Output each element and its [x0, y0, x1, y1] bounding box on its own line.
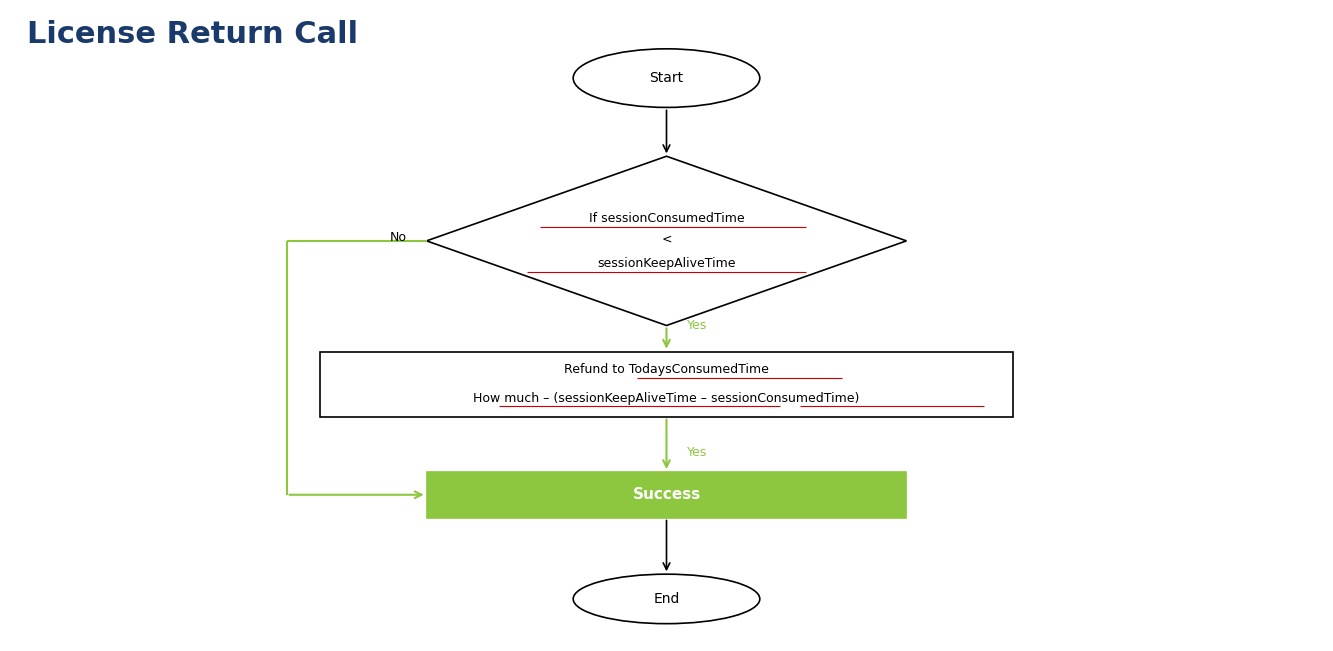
Text: Success: Success [632, 487, 701, 503]
Text: End: End [653, 592, 680, 606]
Text: License Return Call: License Return Call [27, 20, 357, 49]
Text: Start: Start [649, 71, 684, 85]
Text: How much – (sessionKeepAliveTime – sessionConsumedTime): How much – (sessionKeepAliveTime – sessi… [473, 392, 860, 405]
Text: sessionKeepAliveTime: sessionKeepAliveTime [597, 257, 736, 270]
FancyBboxPatch shape [427, 472, 906, 518]
Text: Refund to TodaysConsumedTime: Refund to TodaysConsumedTime [564, 363, 769, 376]
Text: <: < [661, 232, 672, 245]
Text: No: No [389, 231, 407, 244]
Text: If sessionConsumedTime: If sessionConsumedTime [589, 212, 744, 225]
Text: Yes: Yes [686, 446, 706, 459]
Text: Yes: Yes [686, 319, 706, 332]
